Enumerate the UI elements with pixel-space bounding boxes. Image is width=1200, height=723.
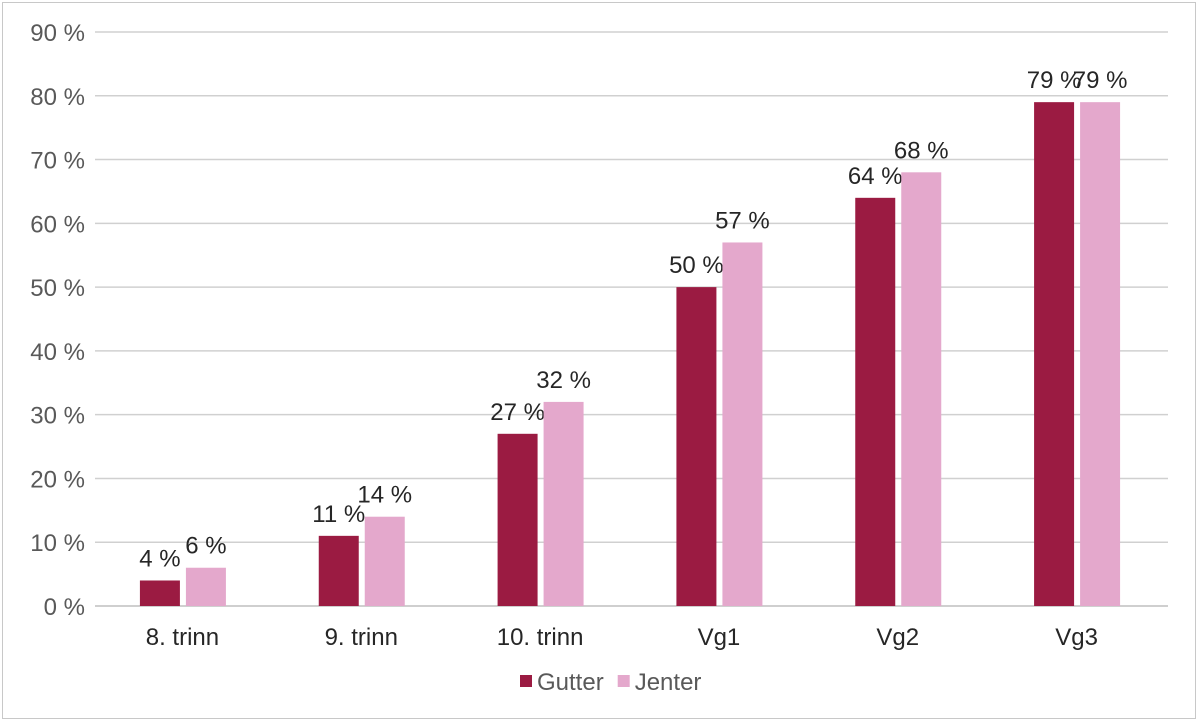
data-label: 68 % xyxy=(894,137,949,164)
data-label: 79 % xyxy=(1073,67,1128,94)
y-tick-label: 10 % xyxy=(30,530,85,557)
y-tick-label: 30 % xyxy=(30,403,85,430)
y-tick-label: 20 % xyxy=(30,466,85,493)
bar-gutter xyxy=(318,535,359,606)
x-tick-label: Vg3 xyxy=(1055,624,1098,651)
bar-gutter xyxy=(1034,102,1075,607)
data-label: 4 % xyxy=(139,545,180,572)
bar-gutter xyxy=(139,580,180,606)
legend-swatch-jenter xyxy=(617,675,630,687)
bar-jenter xyxy=(185,567,226,606)
data-label: 79 % xyxy=(1027,67,1082,94)
data-label: 32 % xyxy=(536,367,591,394)
x-tick-label: Vg2 xyxy=(876,624,919,651)
y-tick-label: 80 % xyxy=(30,84,85,111)
data-label: 27 % xyxy=(490,399,545,426)
bar-gutter xyxy=(497,433,538,606)
y-tick-label: 0 % xyxy=(44,594,85,621)
data-label: 14 % xyxy=(357,482,412,509)
data-label: 50 % xyxy=(669,252,724,279)
x-tick-label: 10. trinn xyxy=(497,624,584,651)
y-tick-label: 40 % xyxy=(30,339,85,366)
legend-swatch-gutter xyxy=(520,675,532,687)
legend-label-jenter: Jenter xyxy=(635,669,702,696)
data-label: 64 % xyxy=(848,163,903,190)
data-label: 57 % xyxy=(715,207,770,234)
bar-jenter xyxy=(722,242,763,606)
y-tick-label: 90 % xyxy=(30,20,85,47)
bar-jenter xyxy=(364,516,405,606)
y-tick-label: 50 % xyxy=(30,275,85,302)
data-label: 6 % xyxy=(185,533,226,560)
legend-label-gutter: Gutter xyxy=(537,669,604,696)
x-tick-label: 9. trinn xyxy=(325,624,398,651)
x-tick-label: 8. trinn xyxy=(146,624,219,651)
data-label: 11 % xyxy=(312,501,365,528)
y-tick-label: 60 % xyxy=(30,211,85,238)
bar-gutter xyxy=(855,197,896,607)
bar-gutter xyxy=(676,287,717,606)
bar-jenter xyxy=(543,401,584,606)
bar-jenter xyxy=(901,172,942,607)
x-tick-label: Vg1 xyxy=(698,624,741,651)
bar-jenter xyxy=(1080,102,1121,607)
y-tick-label: 70 % xyxy=(30,148,85,175)
